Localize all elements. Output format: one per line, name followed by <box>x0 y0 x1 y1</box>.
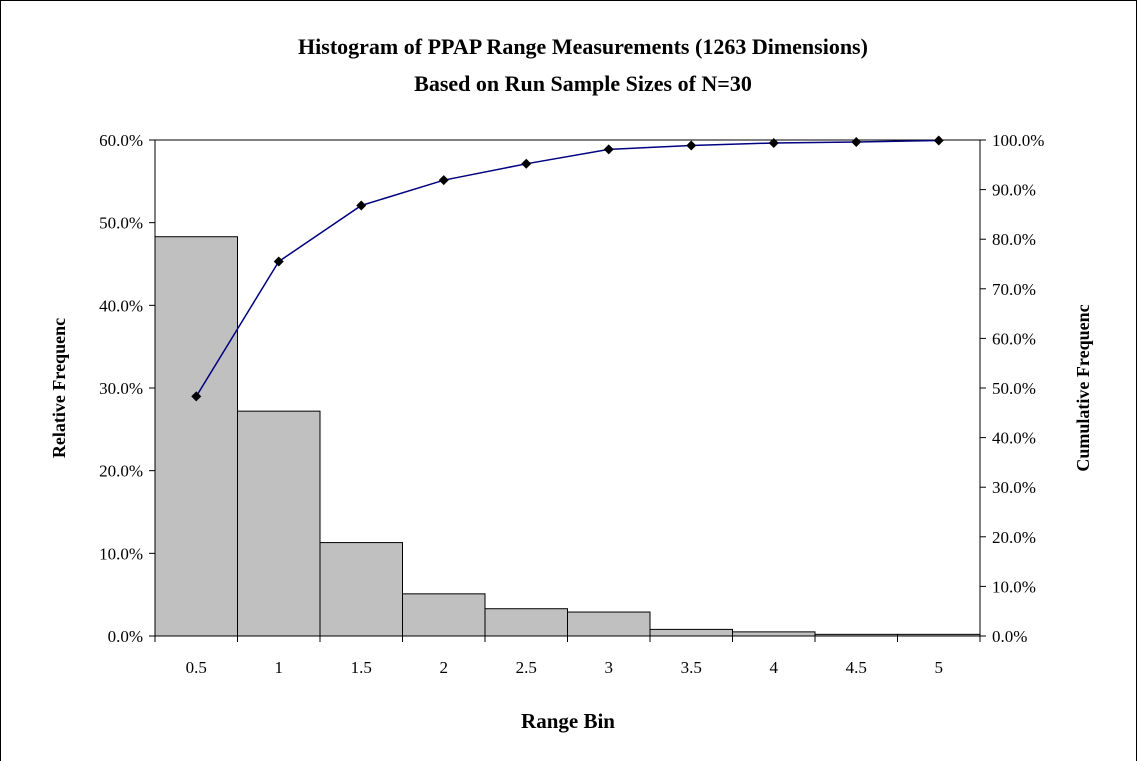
y-tick-label: 20.0% <box>99 462 143 481</box>
bar <box>402 593 486 637</box>
cumulative-point <box>933 135 944 146</box>
x-tick-label: 3.5 <box>681 658 702 677</box>
bar <box>814 633 898 637</box>
y2-tick-label: 0.0% <box>992 627 1027 646</box>
y2-axis-ticks: 0.0% 10.0% 20.0% 30.0% 40.0% 50.0% 60.0% 70.0% 8… <box>980 131 1044 646</box>
y-tick-label: 50.0% <box>99 214 143 233</box>
y-tick-label: 30.0% <box>99 379 143 398</box>
bar <box>319 542 403 637</box>
cumulative-point <box>438 175 449 186</box>
y2-tick-label: 40.0% <box>992 429 1036 448</box>
y-tick-label: 10.0% <box>99 544 143 563</box>
x-tick-label: 3 <box>605 658 614 677</box>
cumulative-point <box>603 144 614 155</box>
cumulative-point <box>273 256 284 267</box>
y2-tick-label: 60.0% <box>992 329 1036 348</box>
y-axis-title: Relative Frequenc <box>49 318 69 458</box>
y-axis-ticks: 0.0% 10.0% 20.0% 30.0% 40.0% 50.0% 60.0% <box>99 131 155 646</box>
chart-title: Histogram of PPAP Range Measurements (12… <box>298 34 868 59</box>
bar <box>237 410 321 637</box>
cumulative-point <box>356 200 367 211</box>
y2-axis-title: Cumulative Frequenc <box>1073 304 1093 471</box>
bar <box>567 611 651 637</box>
y2-tick-label: 80.0% <box>992 230 1036 249</box>
x-tick-label: 4 <box>770 658 779 677</box>
y-tick-label: 60.0% <box>99 131 143 150</box>
y2-tick-label: 20.0% <box>992 528 1036 547</box>
bar <box>484 608 568 637</box>
y2-tick-label: 50.0% <box>992 379 1036 398</box>
bar <box>154 236 238 637</box>
y-tick-label: 0.0% <box>108 627 143 646</box>
cumulative-point <box>768 137 779 148</box>
x-tick-label: 4.5 <box>846 658 867 677</box>
x-tick-label: 1.5 <box>351 658 372 677</box>
cumulative-point <box>686 140 697 151</box>
y2-tick-label: 30.0% <box>992 478 1036 497</box>
y-tick-label: 40.0% <box>99 296 143 315</box>
x-tick-label: 5 <box>935 658 944 677</box>
bar <box>649 628 733 637</box>
cumulative-line-group <box>191 135 944 402</box>
y2-tick-label: 90.0% <box>992 181 1036 200</box>
bar <box>897 633 981 637</box>
cumulative-point <box>191 391 202 402</box>
x-tick-label: 0.5 <box>186 658 207 677</box>
x-tick-label: 2 <box>440 658 449 677</box>
x-tick-label: 1 <box>275 658 284 677</box>
y2-tick-label: 100.0% <box>992 131 1044 150</box>
bar <box>732 631 816 637</box>
bars-group <box>154 236 981 637</box>
x-tick-label: 2.5 <box>516 658 537 677</box>
x-axis-ticks: 0.5 1 1.5 2 2.5 3 3.5 4 4.5 5 <box>154 636 981 677</box>
cumulative-point <box>521 158 532 169</box>
cumulative-line <box>195 139 939 397</box>
x-axis-title: Range Bin <box>521 709 615 733</box>
y2-tick-label: 70.0% <box>992 280 1036 299</box>
y2-tick-label: 10.0% <box>992 577 1036 596</box>
cumulative-point <box>851 136 862 147</box>
chart-subtitle: Based on Run Sample Sizes of N=30 <box>414 71 752 96</box>
